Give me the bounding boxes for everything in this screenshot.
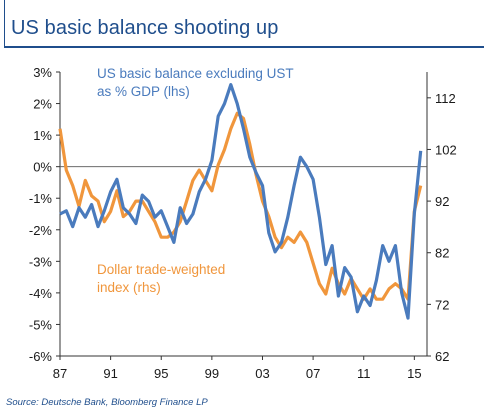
chart-svg: 3% 2% 1% 0% -1% -2% -3% -4% -5% -6% 112 102 92 82 72 62… — [29, 65, 457, 381]
chart-title: US basic balance shooting up — [11, 17, 279, 39]
left-tick-label: -4% — [29, 286, 53, 301]
blue-annotation-line1: US basic balance excluding UST — [97, 66, 294, 81]
left-tick-label: -5% — [29, 317, 53, 332]
blue-annotation-line2: as % GDP (lhs) — [97, 84, 190, 99]
left-tick-label: -6% — [29, 349, 53, 364]
ticks-layer: 3% 2% 1% 0% -1% -2% -3% -4% -5% -6% 112 102 92 82 72 62… — [29, 65, 457, 381]
title-left-rule — [4, 0, 5, 48]
right-tick-label: 112 — [435, 91, 456, 106]
right-tick-label: 92 — [435, 194, 449, 209]
series-layer — [58, 82, 423, 320]
right-tick-label: 72 — [435, 297, 449, 312]
x-tick-label: 99 — [205, 366, 219, 381]
right-tick-label: 82 — [435, 246, 449, 261]
axes-layer — [59, 72, 428, 357]
right-tick-label: 102 — [435, 142, 457, 157]
x-tick-label: 11 — [357, 366, 371, 381]
left-tick-label: 3% — [33, 65, 52, 80]
title-rule — [4, 46, 484, 48]
left-tick-label: -2% — [29, 223, 53, 238]
blue-series-line — [59, 82, 423, 320]
left-tick-label: 1% — [33, 128, 52, 143]
right-tick-label: 62 — [435, 349, 449, 364]
x-tick-label: 87 — [53, 366, 67, 381]
orange-annotation-line1: Dollar trade-weighted — [97, 262, 225, 277]
x-tick-label: 91 — [103, 366, 117, 381]
orange-annotation-line2: index (rhs) — [97, 280, 161, 295]
left-tick-label: 2% — [33, 97, 52, 112]
x-tick-label: 95 — [154, 366, 168, 381]
x-tick-label: 07 — [306, 366, 320, 381]
source-note: Source: Deutsche Bank, Bloomberg Finance… — [6, 397, 208, 408]
x-tick-label: 03 — [255, 366, 269, 381]
left-tick-label: -1% — [29, 191, 53, 206]
left-tick-label: -3% — [29, 254, 53, 269]
x-tick-label: 15 — [407, 366, 421, 381]
chart-frame: US basic balance shooting up — [2, 0, 484, 390]
left-tick-label: 0% — [33, 160, 52, 175]
